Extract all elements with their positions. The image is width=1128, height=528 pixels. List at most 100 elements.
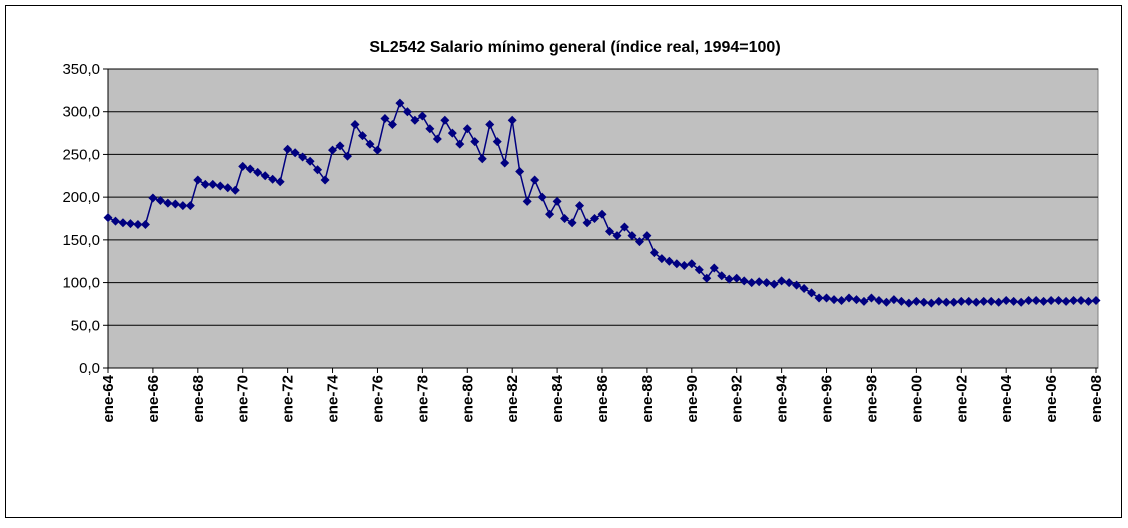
data-point (552, 196, 562, 206)
data-point (245, 164, 255, 174)
data-point (687, 259, 697, 269)
data-point (118, 218, 128, 228)
x-tick-label: ene-66 (145, 375, 162, 423)
chart-title: SL2542 Salario mínimo general (índice re… (369, 39, 780, 56)
data-point (994, 297, 1004, 307)
data-point (799, 284, 809, 294)
data-point (253, 167, 263, 177)
data-point (1054, 296, 1064, 306)
data-point (417, 111, 427, 121)
data-point (627, 231, 637, 241)
data-point (874, 296, 884, 306)
x-tick-label: ene-76 (369, 375, 386, 423)
x-tick-label: ene-00 (908, 375, 925, 423)
data-point (911, 296, 921, 306)
y-tick-label: 350,0 (62, 61, 100, 78)
data-point (200, 179, 210, 189)
data-point (103, 213, 113, 223)
data-point (230, 185, 240, 195)
data-point (642, 231, 652, 241)
data-point (515, 167, 525, 177)
data-point (1046, 296, 1056, 306)
y-tick-label: 50,0 (71, 317, 100, 334)
data-point (440, 115, 450, 125)
data-point (792, 280, 802, 290)
data-point (694, 265, 704, 275)
data-point (560, 214, 570, 223)
data-point (1009, 296, 1019, 306)
data-point (889, 295, 899, 305)
data-point (702, 273, 712, 283)
x-tick-label: ene-88 (639, 375, 656, 423)
data-point (919, 297, 929, 307)
data-point (477, 154, 487, 164)
y-tick-label: 0,0 (79, 360, 100, 377)
data-point (784, 278, 794, 288)
data-point (739, 276, 749, 286)
data-point (462, 124, 472, 134)
data-point (717, 271, 727, 281)
data-point (590, 214, 600, 223)
data-point (298, 152, 308, 162)
data-point (260, 171, 270, 181)
x-tick-label: ene-06 (1043, 375, 1060, 423)
data-point (328, 145, 338, 155)
data-point (402, 107, 412, 117)
data-point (1039, 296, 1049, 306)
data-point (500, 158, 510, 168)
data-point (507, 115, 517, 125)
data-point (829, 295, 839, 305)
data-point (335, 141, 345, 151)
data-point (380, 114, 390, 124)
data-point (979, 296, 989, 306)
data-point (837, 296, 847, 306)
data-point (545, 209, 555, 219)
data-point (956, 296, 966, 306)
data-point (170, 199, 180, 209)
data-point (455, 139, 465, 149)
data-point (1031, 296, 1041, 306)
x-tick-label: ene-72 (280, 375, 297, 423)
data-point (777, 276, 787, 286)
data-point (425, 124, 435, 134)
data-point (1024, 296, 1034, 306)
data-point (313, 165, 323, 175)
x-tick-label: ene-96 (819, 375, 836, 423)
data-point (657, 254, 667, 264)
data-point (140, 219, 150, 229)
data-point (881, 297, 891, 307)
data-point (1084, 296, 1094, 306)
data-point (896, 296, 906, 306)
data-point (941, 297, 951, 307)
x-tick-label: ene-74 (325, 374, 342, 422)
data-point (1091, 296, 1101, 306)
data-point (530, 175, 540, 185)
data-point (1061, 296, 1071, 306)
data-point (747, 278, 757, 288)
data-point (851, 295, 861, 305)
data-point (522, 196, 532, 206)
x-tick-label: ene-86 (594, 375, 611, 423)
data-point (934, 296, 944, 306)
data-point (949, 297, 959, 307)
data-point (769, 279, 779, 289)
x-tick-label: ene-08 (1088, 375, 1105, 423)
data-point (1069, 296, 1079, 306)
data-point (672, 259, 682, 269)
data-point (567, 218, 577, 228)
data-point (619, 222, 629, 232)
data-point (822, 293, 832, 303)
data-point (1016, 297, 1026, 307)
x-tick-label: ene-02 (953, 375, 970, 423)
data-point (185, 201, 195, 211)
data-point (395, 98, 405, 108)
y-tick-label: 300,0 (62, 104, 100, 121)
data-point (432, 134, 442, 144)
data-point (470, 137, 480, 147)
data-point (447, 128, 457, 138)
data-point (807, 288, 817, 298)
x-tick-label: ene-78 (414, 375, 431, 423)
x-tick-label: ene-68 (190, 375, 207, 423)
data-point (410, 115, 420, 125)
